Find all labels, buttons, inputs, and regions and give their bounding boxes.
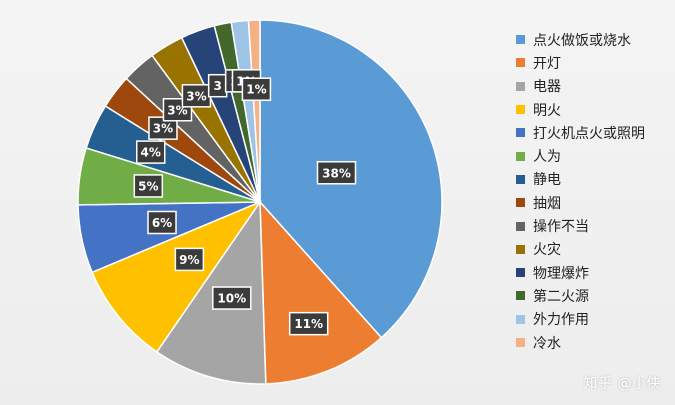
legend-label: 物理爆炸: [533, 265, 589, 282]
legend-swatch: [516, 58, 525, 68]
legend-item: 人为: [516, 144, 666, 167]
legend-item: 冷水: [516, 331, 666, 354]
pie-slice-4: [91, 200, 263, 353]
data-label-10: 3%: [181, 84, 212, 108]
legend-label: 点火做饭或烧水: [533, 32, 631, 49]
data-label-5: 6%: [147, 210, 177, 235]
legend-item: 开灯: [516, 51, 666, 74]
data-label-7: 4%: [135, 140, 166, 164]
data-label-4: 9%: [174, 247, 205, 272]
legend-item: 操作不当: [516, 214, 666, 237]
svg-text:3%: 3%: [186, 89, 206, 103]
data-label-11: 3: [207, 73, 228, 98]
legend-label: 电器: [533, 79, 561, 96]
legend-label: 抽烟: [533, 195, 561, 212]
legend-item: 抽烟: [516, 191, 666, 214]
legend-item: 打火机点火或照明: [516, 121, 666, 144]
legend-label: 人为: [533, 149, 561, 166]
svg-text:38%: 38%: [322, 166, 351, 180]
svg-text:3: 3: [213, 79, 221, 93]
legend-swatch: [516, 244, 525, 254]
legend-item: 静电: [516, 168, 666, 191]
legend-label: 外力作用: [533, 312, 589, 329]
svg-text:6%: 6%: [152, 216, 172, 230]
legend-label: 静电: [533, 172, 561, 189]
legend-swatch: [516, 81, 525, 91]
pie-slice-2: [259, 199, 383, 385]
legend-label: 冷水: [533, 335, 561, 352]
legend-swatch: [516, 174, 525, 184]
legend-swatch: [516, 151, 525, 161]
legend-label: 打火机点火或照明: [533, 125, 645, 142]
legend-swatch: [516, 198, 525, 208]
legend-item: 点火做饭或烧水: [516, 28, 666, 51]
legend-label: 开灯: [533, 55, 561, 72]
legend-item: 火灾: [516, 238, 666, 261]
data-label-1: 38%: [316, 161, 357, 185]
svg-text:4%: 4%: [141, 146, 161, 160]
legend-item: 明火: [516, 98, 666, 121]
svg-text:5%: 5%: [138, 179, 158, 193]
svg-text:10%: 10%: [217, 292, 246, 306]
watermark: 知乎 @小侠: [583, 376, 661, 392]
data-label-6: 5%: [133, 174, 164, 198]
legend-swatch: [516, 35, 525, 45]
legend-swatch: [516, 314, 525, 324]
svg-text:3%: 3%: [153, 122, 173, 136]
pie-slice-3: [155, 199, 267, 385]
legend-swatch: [516, 338, 525, 347]
legend-label: 第二火源: [533, 288, 589, 305]
data-label-8: 3%: [148, 116, 178, 140]
legend-swatch: [516, 105, 525, 115]
legend-item: 物理爆炸: [516, 261, 666, 284]
data-label-3: 10%: [212, 286, 252, 310]
svg-text:1%: 1%: [246, 83, 266, 97]
legend-item: 电器: [516, 75, 666, 98]
pie-slice-14: [247, 19, 261, 203]
legend-label: 火灾: [533, 242, 561, 259]
data-label-2: 11%: [288, 311, 329, 336]
legend-item: 外力作用: [516, 308, 666, 331]
data-label-14: 1%: [241, 77, 272, 101]
legend-swatch: [516, 291, 525, 301]
svg-text:9%: 9%: [179, 253, 199, 267]
svg-text:11%: 11%: [294, 317, 323, 331]
legend-swatch: [516, 128, 525, 138]
legend-swatch: [516, 268, 525, 278]
legend-swatch: [516, 221, 525, 231]
legend-item: 第二火源: [516, 284, 666, 307]
legend: 点火做饭或烧水 开灯电器明火打火机点火或照明 人为静电抽烟操作不当火灾物理爆炸第二火…: [516, 28, 666, 354]
legend-label: 操作不当: [533, 219, 589, 236]
legend-label: 明火: [533, 102, 561, 119]
